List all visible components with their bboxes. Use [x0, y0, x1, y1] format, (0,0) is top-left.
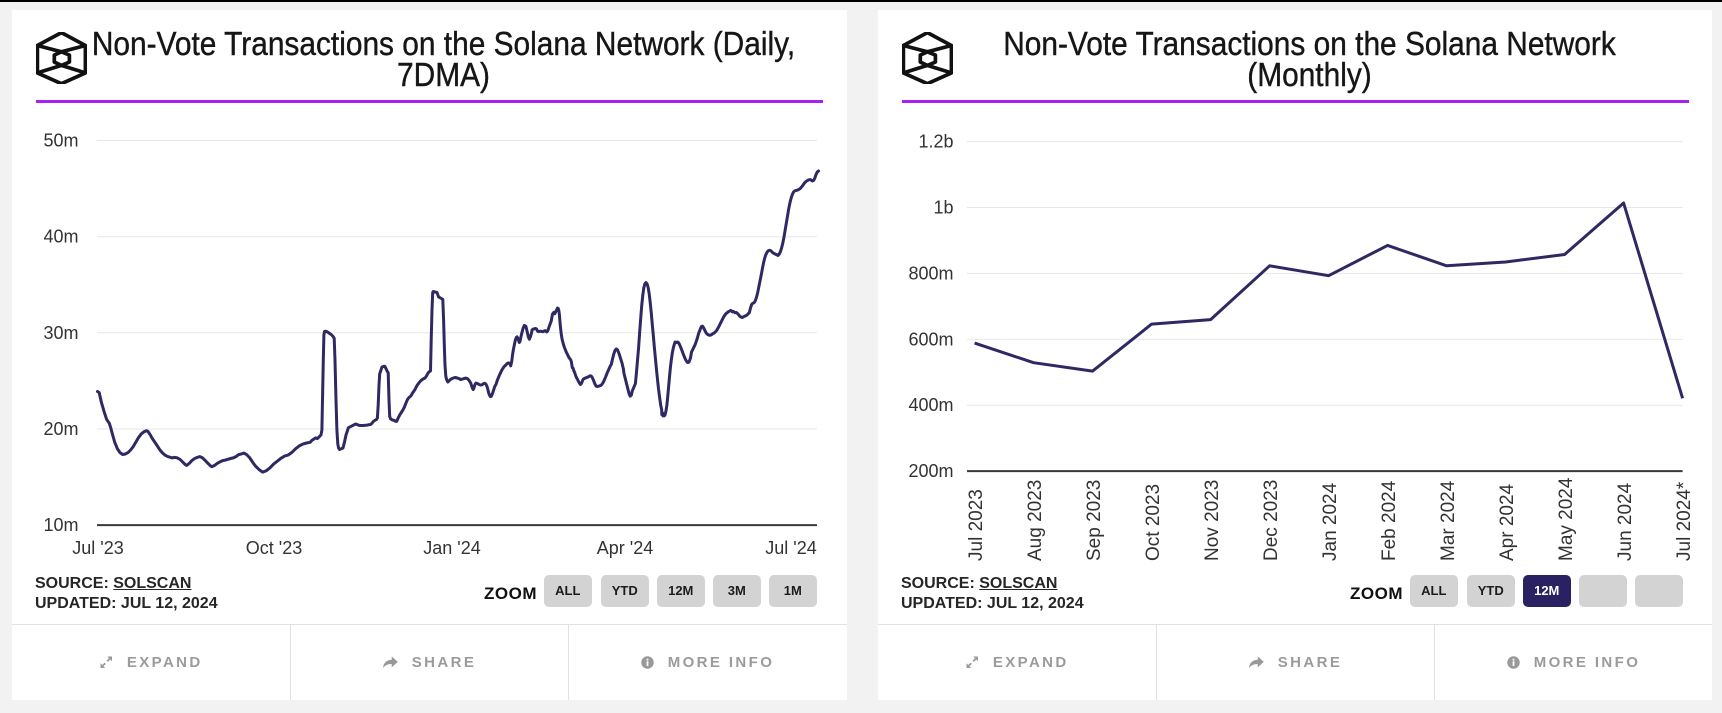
svg-text:400m: 400m	[908, 395, 953, 415]
svg-text:40m: 40m	[43, 227, 78, 247]
svg-text:50m: 50m	[43, 131, 78, 151]
svg-text:Jul '23: Jul '23	[72, 538, 123, 558]
svg-text:Jul 2023: Jul 2023	[966, 489, 987, 561]
svg-text:Oct 2023: Oct 2023	[1143, 484, 1164, 561]
svg-text:600m: 600m	[908, 329, 953, 349]
svg-text:Nov 2023: Nov 2023	[1202, 480, 1223, 561]
svg-text:Dec 2023: Dec 2023	[1261, 480, 1282, 561]
svg-text:20m: 20m	[43, 419, 78, 439]
svg-text:Jan 2024: Jan 2024	[1320, 482, 1341, 561]
svg-text:Apr '24: Apr '24	[597, 538, 653, 558]
svg-text:Feb 2024: Feb 2024	[1379, 480, 1400, 561]
svg-text:Oct '23: Oct '23	[246, 538, 302, 558]
svg-text:200m: 200m	[908, 461, 953, 481]
svg-text:1.2b: 1.2b	[918, 132, 953, 152]
svg-text:Mar 2024: Mar 2024	[1438, 480, 1459, 561]
svg-text:May 2024: May 2024	[1556, 477, 1577, 561]
svg-text:30m: 30m	[43, 323, 78, 343]
svg-text:Apr 2024: Apr 2024	[1497, 483, 1518, 561]
svg-text:Jul 2024*: Jul 2024*	[1674, 481, 1695, 561]
svg-text:Jul '24: Jul '24	[765, 538, 816, 558]
svg-text:10m: 10m	[43, 515, 78, 535]
svg-text:Jan '24: Jan '24	[423, 538, 480, 558]
svg-text:Sep 2023: Sep 2023	[1084, 480, 1105, 561]
svg-text:800m: 800m	[908, 263, 953, 283]
svg-text:Jun 2024: Jun 2024	[1615, 482, 1636, 561]
svg-text:1b: 1b	[933, 198, 953, 218]
svg-text:Aug 2023: Aug 2023	[1025, 480, 1046, 561]
